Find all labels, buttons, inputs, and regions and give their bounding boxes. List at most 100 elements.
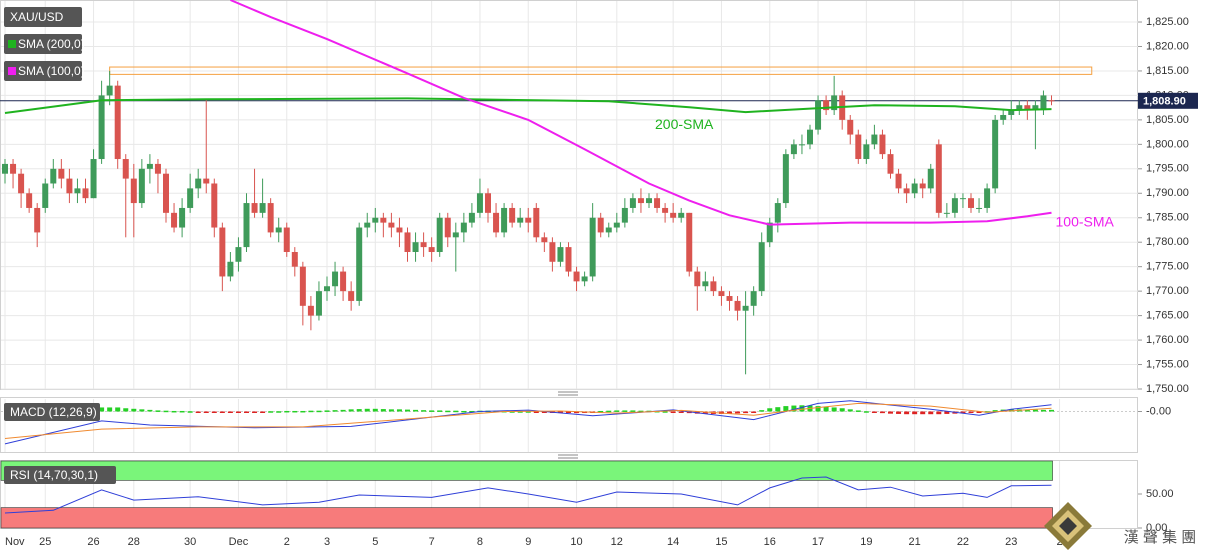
histogram-bar — [155, 410, 161, 412]
y-tick-label: 1,775.00 — [1146, 261, 1189, 273]
y-tick-label: 1,825.00 — [1146, 16, 1189, 28]
histogram-bar — [662, 411, 668, 413]
candle-body — [18, 173, 25, 194]
histogram-bar — [364, 408, 370, 412]
y-tick-label: 1,805.00 — [1146, 114, 1189, 126]
x-tick-label: Dec — [229, 536, 249, 548]
candle-body — [122, 159, 129, 179]
x-tick-label: 26 — [87, 536, 99, 548]
x-tick-label: 9 — [525, 536, 531, 548]
candle-body — [807, 129, 813, 145]
histogram-bar — [678, 411, 684, 413]
candle-body — [541, 237, 548, 243]
indicator-label-box — [4, 403, 100, 421]
histogram-bar — [388, 409, 394, 412]
x-tick-label: 12 — [611, 536, 623, 548]
candle-body — [670, 212, 677, 218]
watermark: 漢 聲 集 團 — [1124, 529, 1197, 546]
candle-body — [275, 227, 282, 233]
histogram-bar — [871, 411, 877, 413]
histogram-bar — [348, 409, 354, 412]
candle-body — [372, 217, 379, 223]
x-tick-label: 25 — [39, 536, 51, 548]
candle-body — [557, 247, 564, 262]
histogram-bar — [139, 409, 145, 412]
candle-body — [750, 291, 757, 306]
candle-body — [187, 188, 194, 208]
macd-panel — [0, 397, 1138, 453]
candle-body — [356, 227, 363, 301]
histogram-bar — [912, 411, 918, 415]
candle-body — [364, 222, 371, 228]
candle-body — [613, 222, 620, 228]
histogram-bar — [541, 411, 547, 413]
histogram-bar — [557, 411, 563, 413]
y-tick-label: 50.00 — [1146, 488, 1174, 500]
candle-body — [654, 198, 661, 208]
candle-body — [211, 183, 218, 228]
histogram-bar — [421, 410, 427, 412]
candle-body — [790, 144, 797, 155]
histogram-bar — [179, 410, 185, 413]
histogram-bar — [437, 410, 443, 412]
panel-grip[interactable] — [558, 391, 578, 459]
rsi-panel — [0, 460, 1138, 529]
candle-body — [742, 305, 749, 311]
candle-body — [58, 168, 65, 179]
series-line — [4, 97, 1052, 114]
histogram-bar — [823, 406, 829, 412]
legend-box — [4, 61, 82, 81]
histogram-bar — [638, 410, 644, 413]
candle-body — [782, 154, 789, 204]
candle-body — [348, 291, 355, 301]
histogram-bar — [606, 410, 612, 413]
histogram-bar — [1032, 409, 1038, 412]
candle-body — [951, 198, 958, 213]
histogram-bar — [429, 410, 435, 412]
x-tick-label: 28 — [128, 536, 140, 548]
y-tick-label: 0.00 — [1146, 522, 1167, 534]
candle-body — [106, 85, 113, 96]
histogram-bar — [928, 411, 934, 415]
candle-body — [452, 232, 459, 238]
candle-body — [726, 296, 733, 301]
last-price-label: 1,808.90 — [1143, 96, 1186, 108]
histogram-bar — [936, 411, 942, 415]
candle-body — [646, 198, 652, 204]
candle-body — [565, 247, 572, 272]
candle-body — [420, 242, 427, 248]
histogram-bar — [904, 411, 910, 415]
candle-body — [935, 144, 942, 213]
candle-body — [404, 232, 411, 252]
indicator-label-box — [4, 466, 116, 484]
histogram-bar — [203, 411, 209, 413]
candle-body — [235, 247, 242, 262]
histogram-bar — [227, 411, 233, 413]
candle-body — [340, 271, 347, 292]
candle-body — [734, 300, 741, 311]
candle-body — [976, 207, 983, 209]
x-tick-label: 15 — [715, 536, 727, 548]
candle-body — [203, 178, 210, 184]
series-annotation: 200-SMA — [655, 116, 714, 132]
histogram-bar — [252, 411, 258, 413]
candle-body — [815, 100, 822, 130]
histogram-bar — [187, 411, 193, 413]
candle-body — [1032, 105, 1039, 111]
histogram-bar — [276, 411, 282, 413]
x-tick-label: 30 — [184, 536, 196, 548]
candle-body — [195, 178, 202, 189]
histogram-bar — [372, 408, 378, 412]
candle-body — [992, 119, 999, 189]
histogram-bar — [260, 411, 266, 413]
y-tick-label: 1,750.00 — [1146, 383, 1189, 395]
candle-body — [758, 242, 765, 292]
histogram-bar — [211, 411, 217, 413]
candle-body — [621, 207, 628, 223]
histogram-bar — [219, 411, 225, 413]
indicator-label: MACD (12,26,9) — [10, 405, 97, 419]
last-price-box — [1138, 92, 1198, 109]
candle-body — [291, 251, 298, 267]
plot-area — [0, 0, 1138, 375]
histogram-bar — [839, 408, 845, 412]
